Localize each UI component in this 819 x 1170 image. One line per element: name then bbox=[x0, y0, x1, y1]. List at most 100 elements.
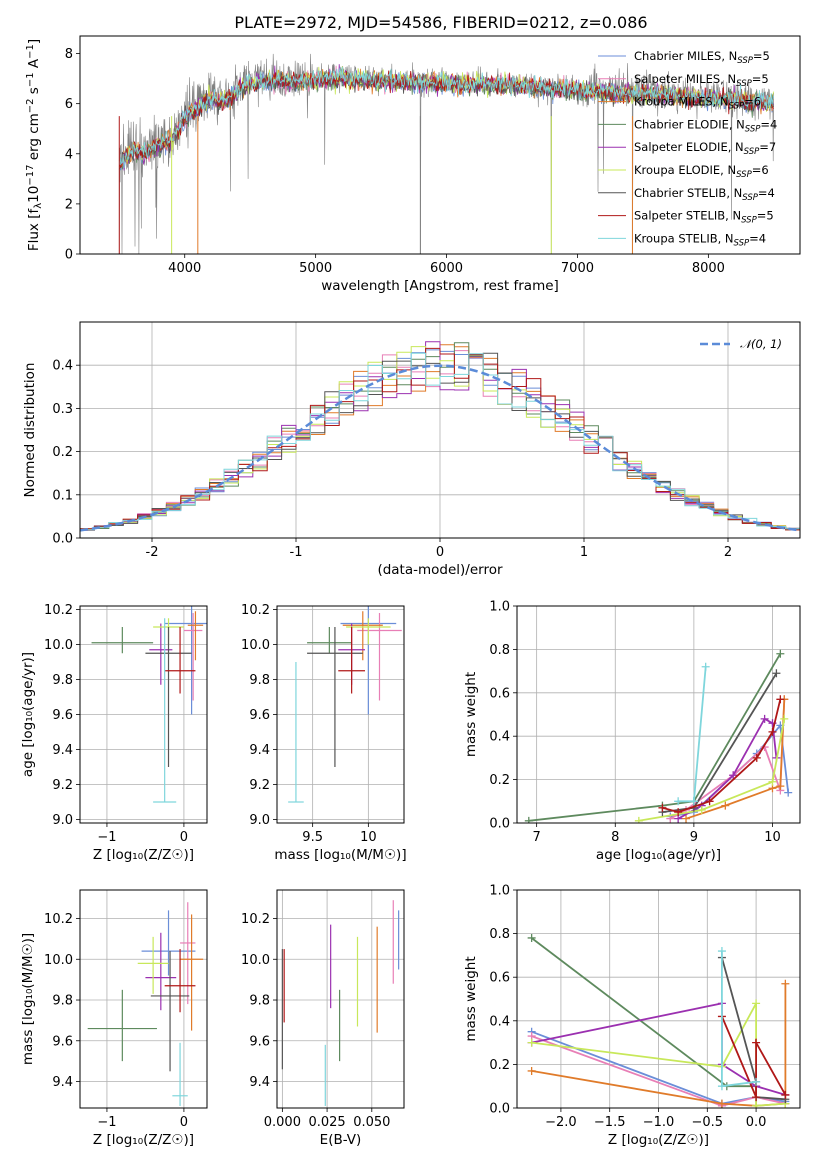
legend-count: =5 bbox=[757, 209, 774, 223]
mass-weight-marker bbox=[752, 1077, 761, 1086]
hist-step-6 bbox=[80, 352, 800, 531]
legend-entry: Chabrier STELIB, NSSP=4 bbox=[634, 186, 775, 203]
mass-weight-marker bbox=[721, 801, 730, 810]
legend-sub: SSP bbox=[741, 216, 757, 226]
y-tick-label: 0.2 bbox=[489, 773, 510, 788]
mass-weight-line-8 bbox=[678, 666, 707, 803]
x-tick-label: 7 bbox=[533, 830, 541, 845]
y-tick-label: 0.2 bbox=[52, 445, 73, 460]
axes-frame bbox=[79, 889, 208, 1109]
legend-sub: SSP bbox=[744, 147, 760, 157]
y-tick-label: 10.2 bbox=[241, 603, 270, 618]
legend-name: Salpeter STELIB, N bbox=[634, 209, 741, 223]
legend-sub: SSP bbox=[745, 124, 761, 134]
label-part: 10 bbox=[26, 186, 42, 203]
plot-area bbox=[118, 53, 774, 254]
legend-sub: SSP bbox=[734, 238, 750, 248]
mass-weight-marker bbox=[776, 782, 785, 791]
label-part: ] bbox=[26, 39, 42, 44]
legend-entry: Kroupa MILES, NSSP=6 bbox=[634, 95, 761, 112]
legend-entry: 𝒩(0, 1) bbox=[740, 337, 782, 351]
legend-name: Chabrier MILES, N bbox=[634, 49, 737, 63]
y-tick-label: 9.0 bbox=[52, 813, 73, 828]
massweight-vs-metallicity-plot: −2.0 −1.5 −1.0 −0.5 0.0 0.0 0.2 0.4 0.6 0.8 1.0 Z [… bbox=[463, 884, 801, 1148]
y-tick-label: 1.0 bbox=[489, 884, 510, 899]
spectrum-plot: 4000 5000 6000 7000 8000 0 2 4 6 8 wavelength [Ang… bbox=[25, 35, 801, 294]
legend-name: Kroupa ELODIE, N bbox=[634, 163, 736, 177]
y-tick-label: 9.0 bbox=[249, 813, 270, 828]
mass-weight-marker bbox=[717, 1082, 726, 1091]
residual-histogram-plot: -2 -1 0 1 2 0.0 0.1 0.2 0.3 0.4 (data-model)/error… bbox=[22, 321, 801, 578]
legend-name: Chabrier STELIB, N bbox=[634, 186, 742, 200]
x-tick-label: −1 bbox=[97, 830, 116, 845]
y-axis-label: Flux [fλ​10−17​ erg cm−2​ s−1​ A−1​] bbox=[25, 39, 44, 251]
x-axis-label: Z [log₁₀(Z/Z☉)] bbox=[93, 847, 194, 863]
mass-weight-marker bbox=[674, 808, 683, 817]
mass-weight-marker bbox=[752, 1093, 761, 1102]
mass-weight-marker bbox=[772, 669, 781, 678]
mass-vs-metallicity-plot: −1 0 9.4 9.6 9.8 10.0 10.2 Z [log₁₀(Z/Z☉)] mass … bbox=[20, 889, 208, 1148]
mass-weight-marker bbox=[717, 1099, 726, 1108]
mass-weight-line-3 bbox=[528, 653, 782, 822]
mass-weight-line-1 bbox=[531, 1035, 786, 1107]
y-tick-label: 0.4 bbox=[489, 730, 510, 745]
x-tick-label: 2 bbox=[724, 545, 732, 560]
label-part: λ bbox=[33, 203, 44, 209]
x-tick-label: 0.050 bbox=[353, 1115, 390, 1130]
y-tick-label: 10.0 bbox=[241, 638, 270, 653]
legend-name: Salpeter ELODIE, N bbox=[634, 140, 744, 154]
x-tick-label: 4000 bbox=[168, 261, 201, 276]
x-tick-label: 0 bbox=[180, 1115, 188, 1130]
x-tick-label: 8 bbox=[611, 830, 619, 845]
x-axis-label: (data-model)/error bbox=[377, 562, 503, 578]
label-part: −1 bbox=[25, 72, 36, 87]
mass-weight-marker bbox=[776, 649, 785, 658]
y-tick-label: 9.8 bbox=[52, 994, 73, 1009]
legend-count: =6 bbox=[752, 163, 769, 177]
axes-frame bbox=[79, 35, 801, 255]
y-tick-label: 0.4 bbox=[489, 1014, 510, 1029]
x-tick-label: −1.5 bbox=[594, 1115, 626, 1130]
y-tick-label: 10.0 bbox=[241, 953, 270, 968]
legend-sub: SSP bbox=[729, 102, 745, 112]
legend-name: Salpeter MILES, N bbox=[634, 72, 736, 86]
mass-weight-marker bbox=[658, 803, 667, 812]
legend-entry: Chabrier ELODIE, NSSP=4 bbox=[634, 117, 777, 134]
y-tick-label: 9.6 bbox=[52, 708, 73, 723]
mass-weight-marker bbox=[781, 1090, 790, 1099]
x-tick-label: 0.0 bbox=[746, 1115, 767, 1130]
label-part: −1 bbox=[25, 44, 36, 59]
x-tick-label: -1 bbox=[290, 545, 303, 560]
x-tick-label: 0 bbox=[180, 830, 188, 845]
x-tick-label: −1 bbox=[97, 1115, 116, 1130]
plot-area bbox=[281, 900, 400, 1106]
mass-weight-marker bbox=[729, 771, 738, 780]
mass-weight-marker bbox=[752, 1038, 761, 1047]
legend-entry: Salpeter STELIB, NSSP=5 bbox=[634, 209, 774, 226]
y-axis-label: Normed distribution bbox=[22, 363, 38, 498]
label-part: −2 bbox=[25, 98, 36, 113]
y-tick-label: 0.1 bbox=[52, 488, 73, 503]
mass-weight-line-4 bbox=[677, 717, 778, 820]
y-tick-label: 6 bbox=[65, 97, 73, 112]
legend-name: Kroupa STELIB, N bbox=[634, 231, 734, 245]
x-tick-label: 9 bbox=[690, 830, 698, 845]
plot-area bbox=[91, 606, 207, 803]
x-tick-label: 7000 bbox=[561, 261, 594, 276]
y-axis-label: mass weight bbox=[463, 672, 479, 757]
mass-weight-marker bbox=[717, 947, 726, 956]
mass-weight-marker bbox=[776, 695, 785, 704]
mass-weight-marker bbox=[752, 999, 761, 1008]
mass-weight-line-0 bbox=[531, 1030, 786, 1105]
mass-weight-marker bbox=[689, 797, 698, 806]
x-tick-label: 5000 bbox=[299, 261, 332, 276]
y-tick-label: 0.0 bbox=[489, 1102, 510, 1117]
legend-count: =5 bbox=[752, 72, 769, 86]
mass-weight-marker bbox=[674, 797, 683, 806]
mass-weight-marker bbox=[760, 714, 769, 723]
y-axis-label: mass weight bbox=[463, 956, 479, 1041]
legend-sub: SSP bbox=[737, 56, 753, 66]
plot-area bbox=[524, 649, 793, 823]
legend-name: Chabrier ELODIE, N bbox=[634, 117, 745, 131]
